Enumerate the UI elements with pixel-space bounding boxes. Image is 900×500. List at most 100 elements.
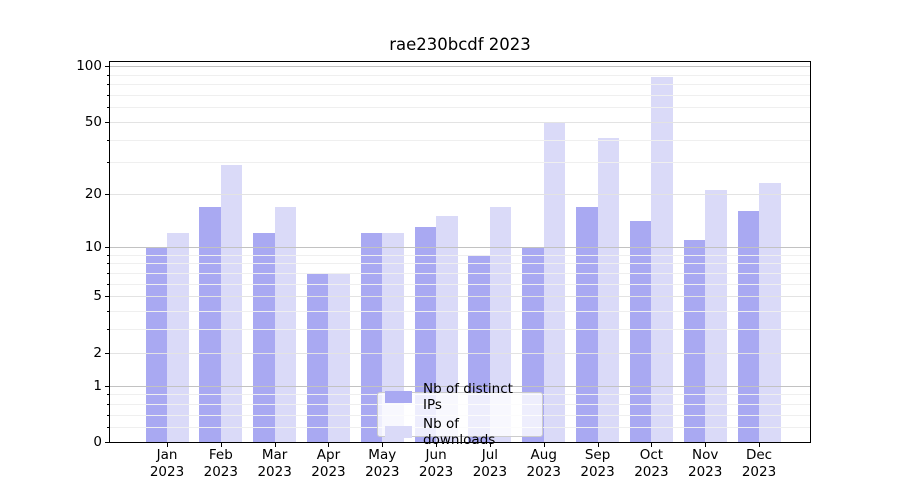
- bar-downloads-aug: [543, 123, 566, 442]
- legend-swatch-ips-icon: [385, 391, 412, 403]
- y-tick-mark: [105, 66, 109, 68]
- gridline-major: [110, 121, 810, 123]
- gridline-minor: [110, 84, 810, 86]
- x-tick-mark: [489, 443, 491, 447]
- bar-downloads-sep: [597, 137, 620, 442]
- bar-ips-apr: [306, 272, 329, 442]
- x-tick-mark: [167, 443, 168, 447]
- bar-downloads-oct: [651, 77, 673, 442]
- x-tick-label: Jul 2023: [472, 447, 508, 480]
- x-tick-mark: [328, 443, 330, 447]
- y-tick-mark: [105, 442, 109, 443]
- y-minor-tick-mark: [106, 94, 109, 96]
- x-tick-label: Mar 2023: [257, 447, 292, 480]
- gridline-minor: [110, 254, 810, 256]
- y-minor-tick-mark: [106, 263, 109, 265]
- x-tick-mark: [436, 443, 438, 447]
- legend-label-downloads: Nb of downloads: [423, 416, 496, 448]
- y-minor-tick-mark: [106, 403, 109, 405]
- gridline-major: [110, 352, 810, 354]
- gridline-minor: [110, 74, 810, 76]
- y-tick-label: 5: [93, 288, 102, 305]
- bar-downloads-mar: [274, 206, 297, 442]
- bar-ips-sep: [576, 206, 598, 442]
- y-minor-tick-mark: [106, 310, 109, 312]
- bar-ips-mar: [253, 233, 275, 442]
- y-minor-tick-mark: [106, 162, 109, 164]
- x-tick-label: Apr 2023: [311, 447, 346, 480]
- x-tick-label: Aug 2023: [526, 447, 561, 480]
- gridline-minor: [110, 139, 810, 141]
- y-minor-tick-mark: [106, 394, 109, 396]
- x-tick-label: Jun 2023: [418, 447, 454, 480]
- x-tick-label: May 2023: [365, 447, 400, 480]
- y-minor-tick-mark: [106, 427, 109, 429]
- y-tick-label: 10: [84, 238, 102, 255]
- bar-downloads-jul: [489, 206, 512, 442]
- bar-ips-jun: [414, 227, 437, 442]
- gridline-major: [110, 385, 810, 387]
- bar-ips-nov: [683, 239, 706, 442]
- x-tick-label: Feb 2023: [203, 447, 238, 480]
- x-tick-label: Jan 2023: [149, 447, 185, 480]
- y-minor-tick-mark: [106, 254, 109, 256]
- x-tick-mark: [759, 443, 761, 447]
- y-minor-tick-mark: [106, 139, 109, 141]
- x-tick-mark: [274, 443, 276, 447]
- y-minor-tick-mark: [106, 84, 109, 86]
- gridline-major: [110, 194, 810, 196]
- x-tick-label: Sep 2023: [580, 447, 615, 480]
- y-minor-tick-mark: [106, 329, 109, 331]
- gridline-major: [110, 296, 810, 298]
- y-tick-mark: [105, 121, 109, 123]
- bar-downloads-apr: [328, 272, 350, 442]
- y-tick-label: 20: [84, 186, 102, 203]
- y-minor-tick-mark: [106, 107, 109, 109]
- x-tick-mark: [651, 443, 653, 447]
- gridline-minor: [110, 310, 810, 312]
- y-tick-mark: [105, 194, 109, 196]
- x-tick-mark: [705, 443, 707, 447]
- legend-label-distinct-ips: Nb of distinct IPs: [423, 381, 513, 413]
- gridline-minor: [110, 272, 810, 274]
- legend-item-downloads: Nb of downloads: [385, 416, 535, 448]
- x-tick-mark: [597, 443, 599, 447]
- x-tick-mark: [543, 443, 545, 447]
- y-tick-label: 50: [84, 113, 102, 130]
- bar-ips-jan: [145, 246, 167, 442]
- y-tick-label: 0: [93, 434, 102, 450]
- legend-item-distinct-ips: Nb of distinct IPs: [385, 381, 535, 413]
- y-tick-mark: [105, 385, 109, 387]
- legend: Nb of distinct IPs Nb of downloads: [377, 381, 543, 448]
- bar-ips-oct: [629, 221, 652, 442]
- legend-swatch-downloads-icon: [385, 426, 412, 438]
- bar-downloads-may: [382, 233, 404, 442]
- y-tick-mark: [105, 352, 109, 354]
- y-minor-tick-mark: [106, 272, 109, 274]
- bar-ips-feb: [199, 206, 221, 442]
- y-tick-label: 100: [76, 58, 102, 75]
- gridline-minor: [110, 162, 810, 164]
- y-tick-label: 2: [93, 344, 102, 361]
- x-tick-label: Oct 2023: [634, 447, 669, 480]
- y-minor-tick-mark: [106, 414, 109, 416]
- x-tick-mark: [382, 443, 384, 447]
- x-tick-mark: [220, 443, 222, 447]
- gridline-minor: [110, 94, 810, 96]
- bar-ips-may: [360, 233, 383, 442]
- bar-downloads-feb: [220, 165, 243, 442]
- x-tick-label: Nov 2023: [688, 447, 723, 480]
- gridline-major: [110, 246, 810, 248]
- x-tick-label: Dec 2023: [741, 447, 777, 480]
- chart-title: rae230bcdf 2023: [389, 35, 531, 54]
- bar-downloads-nov: [705, 190, 727, 442]
- y-minor-tick-mark: [106, 283, 109, 285]
- y-tick-label: 1: [93, 377, 102, 394]
- bar-downloads-dec: [759, 183, 781, 442]
- gridline-minor: [110, 283, 810, 285]
- gridline-minor: [110, 263, 810, 265]
- y-minor-tick-mark: [106, 74, 109, 76]
- gridline-minor: [110, 107, 810, 109]
- gridline-major: [110, 66, 810, 68]
